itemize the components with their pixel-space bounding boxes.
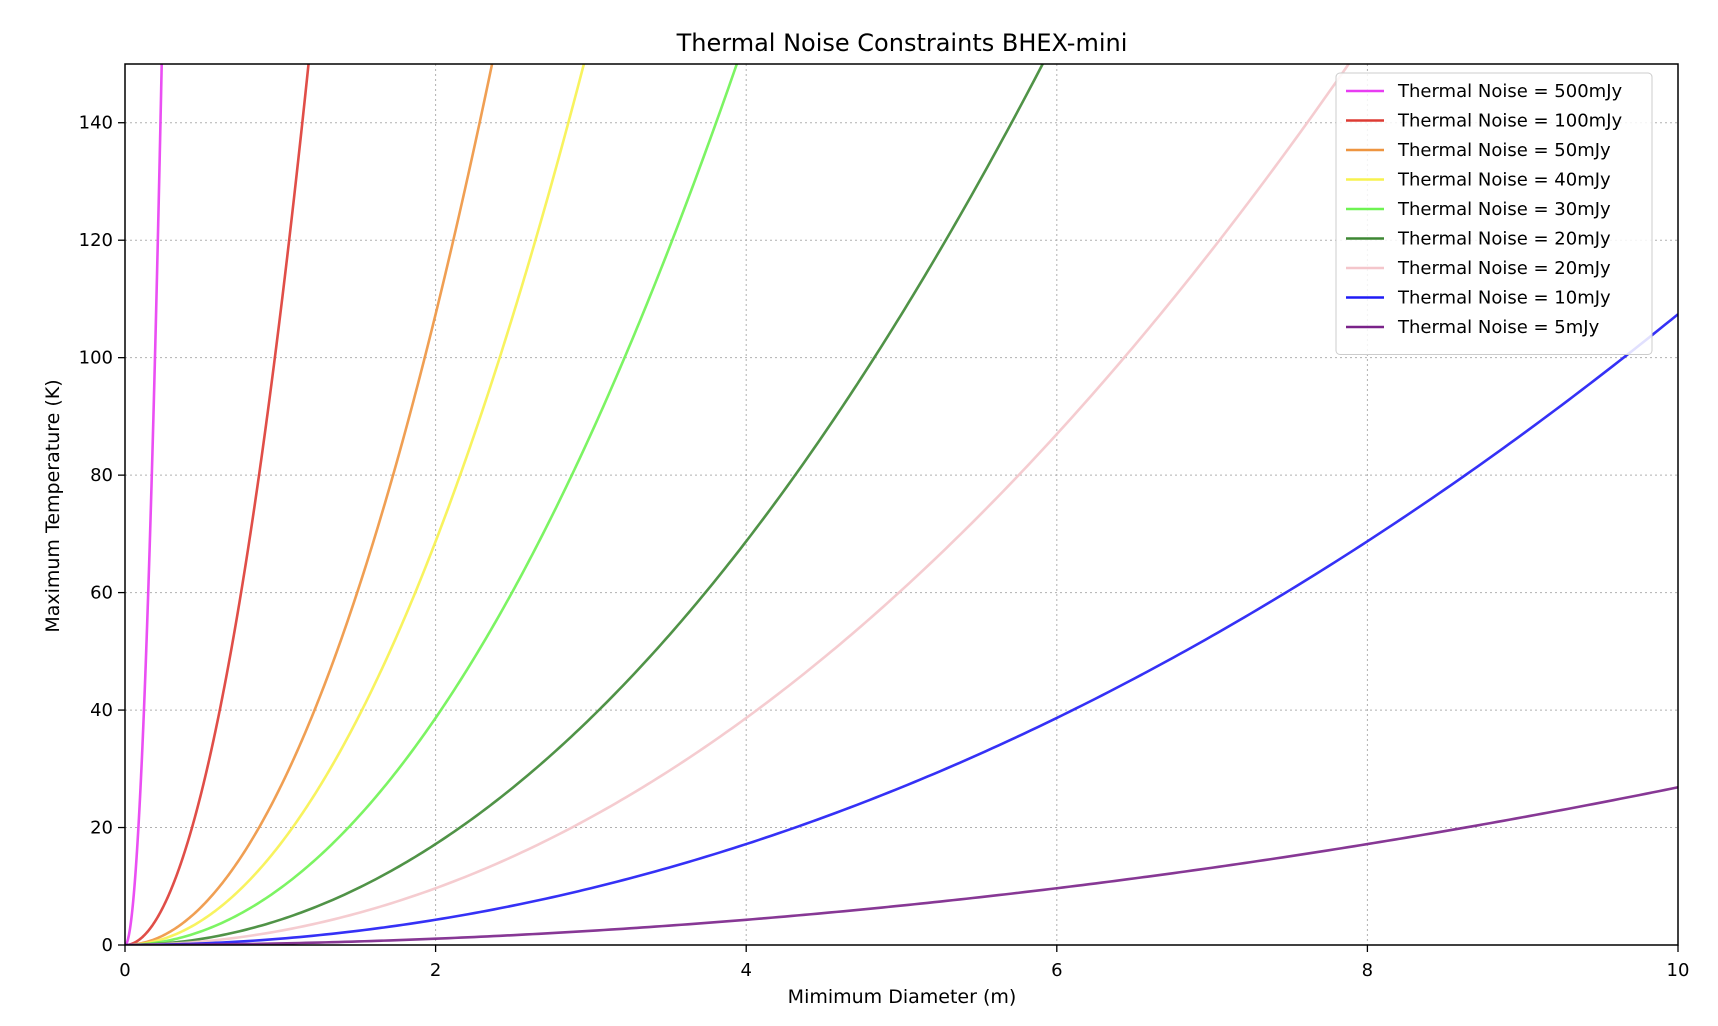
x-axis-label: Mimimum Diameter (m) — [788, 986, 1017, 1008]
legend-label: Thermal Noise = 40mJy — [1397, 170, 1611, 191]
legend: Thermal Noise = 500mJy Thermal Noise = 10… — [1335, 72, 1653, 355]
plot-lines — [125, 64, 1678, 945]
y-tick-label: 80 — [90, 465, 113, 486]
series-line-9 — [125, 786, 1678, 945]
series-line-8 — [125, 313, 1678, 945]
y-tick-label: 140 — [79, 113, 113, 134]
series-line-6 — [125, 64, 1045, 945]
series-line-7 — [125, 64, 1351, 945]
legend-label: Thermal Noise = 500mJy — [1397, 81, 1623, 102]
series-line-5 — [125, 64, 739, 945]
grid — [124, 64, 1679, 946]
legend-label: Thermal Noise = 30mJy — [1397, 199, 1611, 220]
y-tick-label: 40 — [90, 700, 113, 721]
y-tick-label: 20 — [90, 818, 113, 839]
x-tick-label: 10 — [1667, 960, 1690, 981]
x-axis: 0 2 4 6 8 10 — [119, 945, 1689, 981]
y-tick-label: 60 — [90, 583, 113, 604]
legend-label: Thermal Noise = 100mJy — [1397, 111, 1623, 132]
x-tick-label: 6 — [1051, 960, 1062, 981]
series-line-1 — [125, 64, 164, 945]
x-tick-label: 0 — [119, 960, 130, 981]
x-tick-label: 4 — [740, 960, 751, 981]
legend-label: Thermal Noise = 5mJy — [1397, 317, 1600, 338]
y-tick-label: 0 — [102, 935, 113, 956]
legend-label: Thermal Noise = 20mJy — [1397, 229, 1611, 250]
x-tick-label: 2 — [430, 960, 441, 981]
y-tick-label: 120 — [79, 230, 113, 251]
x-tick-label: 8 — [1362, 960, 1373, 981]
legend-label: Thermal Noise = 20mJy — [1397, 258, 1611, 279]
chart-title: Thermal Noise Constraints BHEX-mini — [676, 29, 1128, 57]
plot-frame — [124, 63, 1679, 946]
legend-label: Thermal Noise = 50mJy — [1397, 140, 1611, 161]
series-line-2 — [125, 64, 310, 945]
y-axis: 0 20 40 60 80 100 120 140 — [79, 113, 125, 956]
legend-box — [1335, 72, 1653, 355]
y-axis-label: Maximum Temperature (K) — [42, 379, 64, 632]
series-line-3 — [125, 64, 494, 945]
legend-label: Thermal Noise = 10mJy — [1397, 288, 1611, 309]
y-tick-label: 100 — [79, 348, 113, 369]
series-line-4 — [125, 64, 586, 945]
